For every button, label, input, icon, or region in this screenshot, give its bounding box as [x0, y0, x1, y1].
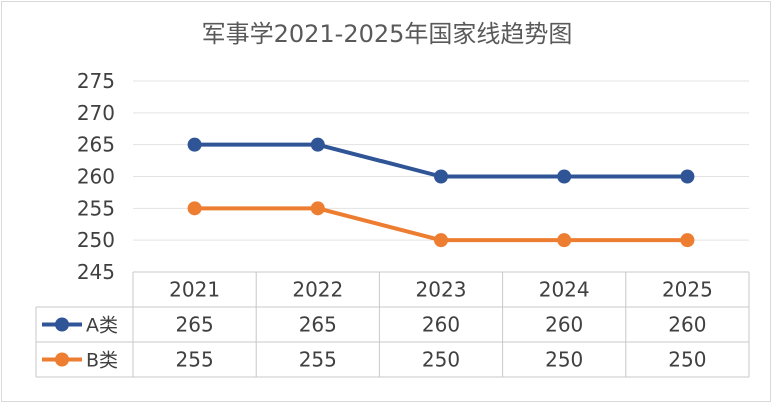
category-label: 2025: [662, 278, 713, 302]
table-value: 255: [176, 348, 214, 372]
legend-label: B类: [86, 350, 118, 372]
table-value: 265: [176, 313, 214, 337]
data-point: [187, 201, 202, 216]
table-value: 260: [545, 313, 583, 337]
y-tick-label: 245: [77, 260, 115, 284]
data-point: [680, 169, 695, 184]
data-point: [310, 137, 325, 152]
table-value: 260: [422, 313, 460, 337]
data-point: [434, 233, 448, 248]
data-point: [680, 233, 695, 248]
legend-label: A类: [86, 315, 118, 337]
category-label: 2023: [416, 278, 467, 302]
y-tick-label: 255: [77, 196, 115, 220]
table-value: 250: [422, 348, 460, 372]
data-point: [557, 169, 572, 184]
category-label: 2024: [539, 278, 590, 302]
table-value: 255: [299, 348, 337, 372]
y-tick-label: 260: [77, 165, 115, 189]
data-point: [187, 137, 202, 152]
data-point: [557, 233, 572, 248]
y-tick-label: 275: [77, 69, 115, 93]
legend-marker: [55, 317, 69, 332]
table-value: 265: [299, 313, 337, 337]
table-value: 260: [668, 313, 706, 337]
legend-marker: [55, 352, 69, 367]
category-label: 2021: [169, 278, 220, 302]
y-tick-label: 250: [77, 228, 115, 252]
data-point: [434, 169, 448, 184]
chart-title: 军事学2021-2025年国家线趋势图: [201, 20, 573, 48]
y-tick-label: 270: [77, 101, 115, 125]
category-label: 2022: [292, 278, 343, 302]
table-value: 250: [668, 348, 706, 372]
data-point: [310, 201, 325, 216]
y-tick-label: 265: [77, 133, 115, 157]
table-value: 250: [545, 348, 583, 372]
